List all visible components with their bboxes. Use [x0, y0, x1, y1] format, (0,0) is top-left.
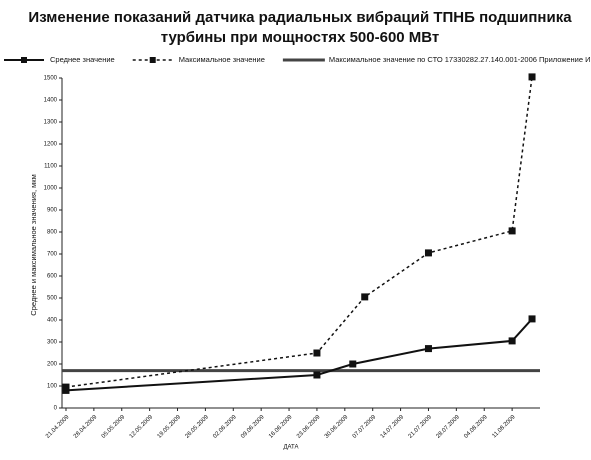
x-tick-label: 21.07.2009	[408, 414, 434, 440]
y-tick-label: 200	[47, 362, 58, 368]
marker	[508, 227, 516, 235]
y-tick-label: 500	[47, 296, 58, 302]
legend-marker	[149, 57, 156, 63]
x-tick-label: 28.04.2009	[73, 414, 99, 440]
x-tick-label: 26.05.2009	[184, 414, 210, 440]
x-tick-label: 11.08.2009	[491, 414, 517, 440]
y-tick-label: 600	[47, 274, 58, 280]
legend-label: Среднее значение	[50, 55, 115, 64]
legend-label: Максимальное значение	[179, 55, 265, 64]
x-axis-label: ДАТА	[283, 445, 298, 451]
y-tick-label: 400	[47, 318, 58, 324]
marker	[313, 349, 321, 357]
y-tick-label: 700	[47, 252, 58, 258]
x-tick-label: 04.08.2009	[463, 414, 489, 440]
x-tick-label: 09.06.2009	[240, 414, 266, 440]
x-tick-label: 23.06.2009	[296, 414, 322, 440]
x-tick-label: 07.07.2009	[352, 414, 378, 440]
series-line	[65, 76, 533, 388]
marker	[313, 371, 321, 379]
y-tick-label: 1000	[44, 186, 58, 192]
y-tick-label: 1100	[44, 164, 58, 170]
marker	[528, 315, 536, 323]
y-axis-label: Среднее и максимальное значения, мкм	[29, 174, 38, 315]
x-tick-label: 16.06.2009	[268, 414, 294, 440]
y-tick-label: 0	[54, 406, 58, 412]
x-tick-label: 30.06.2009	[324, 414, 350, 440]
y-tick-label: 1200	[44, 142, 58, 148]
y-tick-label: 1500	[44, 76, 58, 82]
y-tick-label: 100	[47, 384, 58, 390]
y-tick-label: 1400	[44, 98, 58, 104]
marker	[424, 345, 432, 353]
x-tick-label: 02.06.2009	[212, 414, 238, 440]
marker	[361, 293, 369, 301]
x-tick-label: 28.07.2009	[435, 414, 461, 440]
marker	[424, 249, 432, 257]
y-tick-label: 1300	[44, 120, 58, 126]
chart-title: турбины при мощностях 500-600 МВт	[161, 29, 440, 46]
legend-marker	[21, 57, 27, 63]
y-tick-label: 900	[47, 208, 58, 214]
series-line	[65, 318, 533, 392]
x-tick-label: 12.05.2009	[129, 414, 155, 440]
marker	[528, 73, 536, 81]
marker	[349, 360, 357, 368]
chart-title: Изменение показаний датчика радиальных в…	[28, 9, 572, 26]
marker	[508, 337, 516, 345]
y-tick-label: 300	[47, 340, 58, 346]
x-tick-label: 21.04.2009	[45, 414, 71, 440]
x-tick-label: 14.07.2009	[380, 414, 406, 440]
legend-label: Максимальное значение по СТО 17330282.27…	[329, 55, 591, 64]
marker	[62, 383, 70, 391]
x-tick-label: 05.05.2009	[101, 414, 127, 440]
y-tick-label: 800	[47, 230, 58, 236]
x-tick-label: 19.05.2009	[157, 414, 183, 440]
